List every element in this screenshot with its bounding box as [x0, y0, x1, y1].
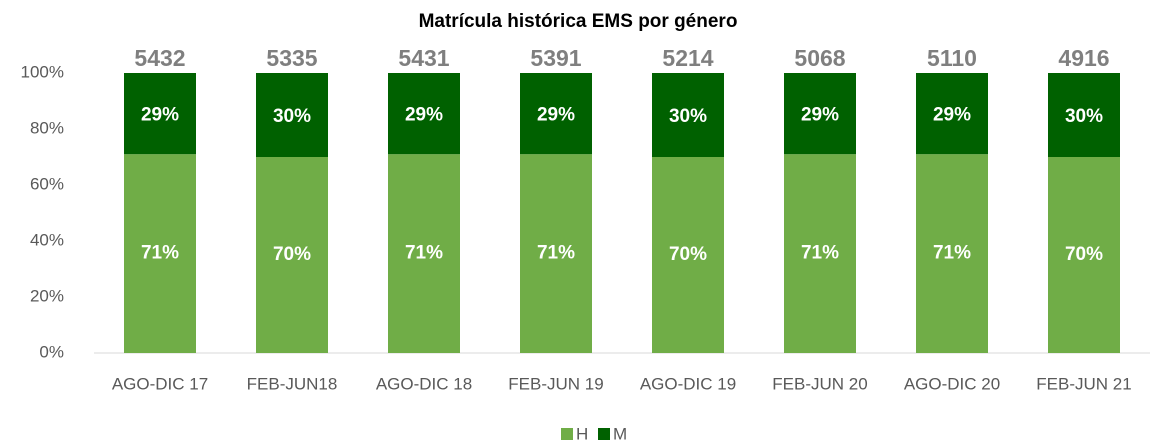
total-label: 5335 [266, 45, 317, 71]
total-label: 4916 [1058, 45, 1109, 71]
bar-segment [124, 73, 196, 155]
x-tick-label: FEB-JUN 19 [508, 374, 603, 393]
bar-segment [1048, 73, 1120, 157]
legend-label: H [576, 424, 588, 443]
legend-swatch [561, 428, 573, 440]
data-label: 71% [141, 243, 179, 264]
legend-label: M [613, 424, 627, 443]
x-tick-label: AGO-DIC 17 [112, 374, 208, 393]
total-label: 5068 [794, 45, 845, 71]
bar-segment [916, 154, 988, 353]
total-label: 5391 [530, 45, 581, 71]
bar-segment [784, 154, 856, 353]
bar-segment [256, 73, 328, 157]
data-label: 30% [1065, 106, 1103, 127]
data-label: 71% [801, 243, 839, 264]
bar-segment [124, 154, 196, 353]
data-label: 29% [141, 105, 179, 126]
bar-segment [652, 73, 724, 157]
x-tick-label: FEB-JUN 20 [772, 374, 867, 393]
bar-segment [388, 73, 460, 155]
y-tick-label: 20% [30, 286, 64, 305]
y-tick-label: 100% [21, 62, 64, 81]
x-tick-label: AGO-DIC 18 [376, 374, 472, 393]
bar-segment [520, 154, 592, 353]
y-tick-label: 60% [30, 174, 64, 193]
bar-segment [784, 73, 856, 155]
data-label: 71% [933, 243, 971, 264]
bar-segment [520, 73, 592, 155]
bar-segment [256, 157, 328, 353]
chart-title: Matrícula histórica EMS por género [419, 11, 738, 32]
total-label: 5110 [927, 45, 977, 71]
bar-segment [652, 157, 724, 353]
data-label: 70% [273, 244, 311, 265]
data-label: 30% [669, 106, 707, 127]
y-tick-label: 80% [30, 118, 64, 137]
x-tick-label: AGO-DIC 20 [904, 374, 1000, 393]
total-label: 5431 [398, 45, 449, 71]
total-label: 5214 [662, 45, 713, 71]
bar-segment [388, 154, 460, 353]
data-label: 71% [537, 243, 575, 264]
x-tick-label: AGO-DIC 19 [640, 374, 736, 393]
legend-swatch [598, 428, 610, 440]
data-label: 30% [273, 106, 311, 127]
total-label: 5432 [134, 45, 185, 71]
data-label: 70% [1065, 244, 1103, 265]
y-tick-label: 40% [30, 230, 64, 249]
bar-segment [1048, 157, 1120, 353]
data-label: 29% [405, 105, 443, 126]
bar-segment [916, 73, 988, 155]
data-label: 29% [537, 105, 575, 126]
x-tick-label: FEB-JUN 21 [1036, 374, 1131, 393]
data-label: 29% [933, 105, 971, 126]
data-label: 71% [405, 243, 443, 264]
data-label: 70% [669, 244, 707, 265]
x-tick-label: FEB-JUN18 [247, 374, 338, 393]
y-tick-label: 0% [39, 342, 64, 361]
data-label: 29% [801, 105, 839, 126]
